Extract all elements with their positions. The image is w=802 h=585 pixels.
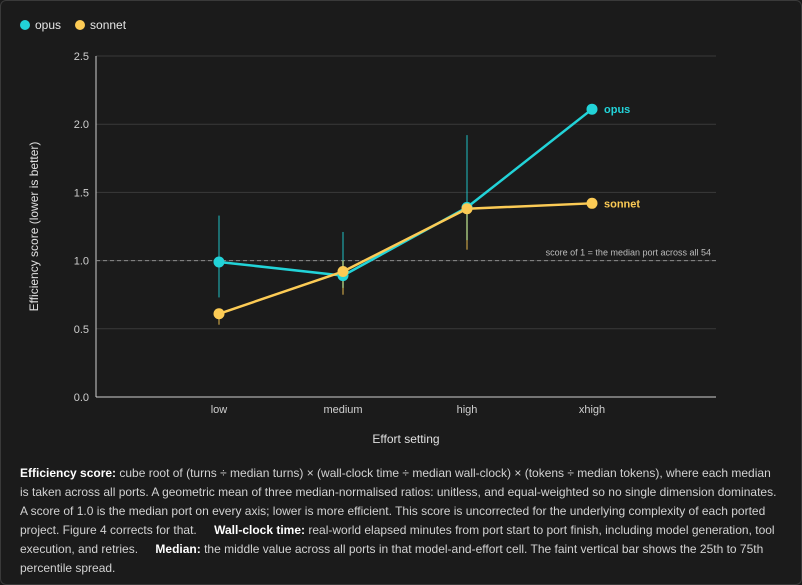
data-point-sonnet bbox=[337, 266, 349, 278]
data-point-opus bbox=[586, 103, 598, 115]
data-point-sonnet bbox=[213, 308, 225, 320]
y-tick-label: 1.5 bbox=[74, 187, 89, 199]
x-tick-label: high bbox=[457, 404, 478, 416]
caption-term-median: Median: bbox=[155, 542, 201, 556]
legend-label-sonnet: sonnet bbox=[90, 18, 127, 32]
x-tick-label: medium bbox=[323, 404, 362, 416]
x-axis-label: Effort setting bbox=[372, 432, 439, 446]
legend-swatch-sonnet bbox=[75, 20, 86, 30]
y-tick-label: 2.0 bbox=[74, 119, 89, 131]
y-tick-label: 0.5 bbox=[74, 324, 89, 336]
legend-item-sonnet[interactable]: sonnet bbox=[75, 18, 126, 32]
y-tick-label: 2.5 bbox=[74, 51, 89, 63]
caption-text-wallclock: real-world elapsed minutes from port sta… bbox=[20, 523, 775, 556]
y-axis-label: Efficiency score (lower is better) bbox=[27, 142, 41, 312]
series-end-label-sonnet: sonnet bbox=[604, 198, 640, 210]
legend-swatch-opus bbox=[20, 20, 30, 30]
figure-caption: Efficiency score: cube root of (turns ÷ … bbox=[20, 464, 782, 578]
series-line-sonnet bbox=[218, 202, 593, 315]
legend: opus sonnet bbox=[20, 18, 126, 32]
caption-term-efficiency: Efficiency score: bbox=[20, 466, 117, 480]
x-tick-label: xhigh bbox=[579, 404, 605, 416]
caption-term-wallclock: Wall-clock time: bbox=[214, 523, 306, 537]
reference-line-label: score of 1 = the median port across all … bbox=[546, 248, 711, 258]
caption-text-median: the middle value across all ports in tha… bbox=[20, 542, 764, 575]
y-tick-label: 0.0 bbox=[74, 392, 89, 404]
x-tick-label: low bbox=[211, 404, 228, 416]
series-end-label-opus: opus bbox=[604, 104, 630, 116]
legend-item-opus[interactable]: opus bbox=[20, 18, 61, 32]
legend-label-opus: opus bbox=[35, 18, 62, 32]
caption-text-efficiency: cube root of (turns ÷ median turns) × (w… bbox=[20, 466, 777, 537]
data-point-sonnet bbox=[461, 203, 473, 215]
y-tick-label: 1.0 bbox=[74, 256, 89, 268]
data-point-sonnet bbox=[586, 197, 598, 209]
line-chart: 0.0 0.5 1.0 1.5 2.0 2.5 low medium high xhigh Effo… bbox=[27, 51, 716, 446]
data-point-opus bbox=[213, 256, 225, 268]
